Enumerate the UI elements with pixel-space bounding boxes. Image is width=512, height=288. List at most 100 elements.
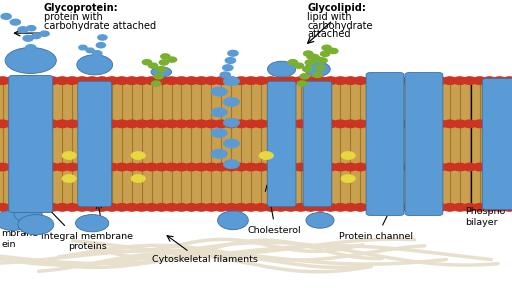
Ellipse shape bbox=[306, 213, 334, 228]
Circle shape bbox=[26, 204, 39, 211]
Text: heral
mbrane
ein: heral mbrane ein bbox=[1, 219, 38, 249]
Circle shape bbox=[473, 163, 486, 171]
Circle shape bbox=[205, 204, 218, 211]
Circle shape bbox=[473, 120, 486, 128]
Circle shape bbox=[167, 57, 177, 62]
Circle shape bbox=[225, 58, 236, 63]
Circle shape bbox=[433, 163, 446, 171]
Circle shape bbox=[105, 77, 119, 84]
Circle shape bbox=[66, 204, 79, 211]
Circle shape bbox=[403, 204, 417, 211]
Circle shape bbox=[234, 163, 248, 171]
Circle shape bbox=[131, 175, 145, 183]
FancyBboxPatch shape bbox=[405, 73, 443, 215]
Circle shape bbox=[354, 120, 367, 128]
Circle shape bbox=[205, 120, 218, 128]
Circle shape bbox=[374, 204, 387, 211]
Circle shape bbox=[344, 204, 357, 211]
Circle shape bbox=[79, 45, 87, 50]
Circle shape bbox=[453, 163, 466, 171]
Circle shape bbox=[334, 120, 347, 128]
Circle shape bbox=[304, 204, 317, 211]
Circle shape bbox=[383, 163, 397, 171]
Circle shape bbox=[86, 77, 99, 84]
Circle shape bbox=[503, 77, 512, 84]
Ellipse shape bbox=[18, 215, 54, 235]
Circle shape bbox=[314, 120, 327, 128]
Circle shape bbox=[46, 163, 59, 171]
Circle shape bbox=[55, 77, 69, 84]
Circle shape bbox=[165, 120, 178, 128]
Circle shape bbox=[115, 163, 129, 171]
Circle shape bbox=[304, 51, 313, 56]
Circle shape bbox=[93, 51, 102, 56]
Circle shape bbox=[175, 77, 188, 84]
Circle shape bbox=[36, 120, 49, 128]
Circle shape bbox=[220, 72, 230, 78]
Circle shape bbox=[66, 120, 79, 128]
Circle shape bbox=[354, 204, 367, 211]
Circle shape bbox=[322, 45, 331, 50]
Circle shape bbox=[55, 163, 69, 171]
Circle shape bbox=[493, 120, 506, 128]
Circle shape bbox=[26, 163, 39, 171]
Circle shape bbox=[288, 60, 297, 65]
Circle shape bbox=[413, 204, 426, 211]
Circle shape bbox=[62, 175, 76, 183]
Circle shape bbox=[223, 139, 240, 148]
Circle shape bbox=[96, 43, 105, 48]
FancyBboxPatch shape bbox=[303, 81, 332, 207]
Circle shape bbox=[274, 77, 288, 84]
Circle shape bbox=[483, 204, 496, 211]
Circle shape bbox=[483, 77, 496, 84]
Circle shape bbox=[244, 163, 258, 171]
Circle shape bbox=[211, 128, 227, 138]
Ellipse shape bbox=[5, 48, 56, 73]
Circle shape bbox=[95, 163, 109, 171]
Circle shape bbox=[433, 204, 446, 211]
Circle shape bbox=[86, 163, 99, 171]
Circle shape bbox=[125, 77, 138, 84]
Circle shape bbox=[135, 77, 148, 84]
Circle shape bbox=[234, 77, 248, 84]
Circle shape bbox=[195, 77, 208, 84]
Circle shape bbox=[324, 163, 337, 171]
Circle shape bbox=[310, 54, 319, 60]
Circle shape bbox=[274, 163, 288, 171]
Circle shape bbox=[413, 163, 426, 171]
Circle shape bbox=[453, 204, 466, 211]
Circle shape bbox=[344, 163, 357, 171]
Circle shape bbox=[314, 77, 327, 84]
Circle shape bbox=[315, 65, 325, 70]
Circle shape bbox=[413, 120, 426, 128]
Circle shape bbox=[16, 77, 29, 84]
Circle shape bbox=[145, 120, 158, 128]
Circle shape bbox=[318, 58, 327, 63]
Circle shape bbox=[433, 120, 446, 128]
Circle shape bbox=[324, 120, 337, 128]
Ellipse shape bbox=[0, 210, 31, 230]
Circle shape bbox=[40, 31, 49, 36]
Circle shape bbox=[329, 48, 338, 54]
Text: Integral membrane
proteins: Integral membrane proteins bbox=[41, 232, 133, 251]
Circle shape bbox=[443, 163, 457, 171]
FancyBboxPatch shape bbox=[482, 78, 512, 210]
Circle shape bbox=[294, 120, 307, 128]
Circle shape bbox=[274, 204, 288, 211]
Circle shape bbox=[36, 77, 49, 84]
Circle shape bbox=[98, 35, 107, 40]
Circle shape bbox=[334, 163, 347, 171]
Circle shape bbox=[493, 77, 506, 84]
Circle shape bbox=[157, 67, 166, 72]
Circle shape bbox=[135, 120, 148, 128]
Circle shape bbox=[264, 120, 278, 128]
Circle shape bbox=[66, 77, 79, 84]
Circle shape bbox=[294, 63, 304, 68]
Circle shape bbox=[165, 204, 178, 211]
Circle shape bbox=[403, 77, 417, 84]
FancyBboxPatch shape bbox=[78, 81, 112, 207]
Circle shape bbox=[6, 204, 19, 211]
Circle shape bbox=[423, 77, 437, 84]
Circle shape bbox=[403, 120, 417, 128]
Circle shape bbox=[503, 120, 512, 128]
